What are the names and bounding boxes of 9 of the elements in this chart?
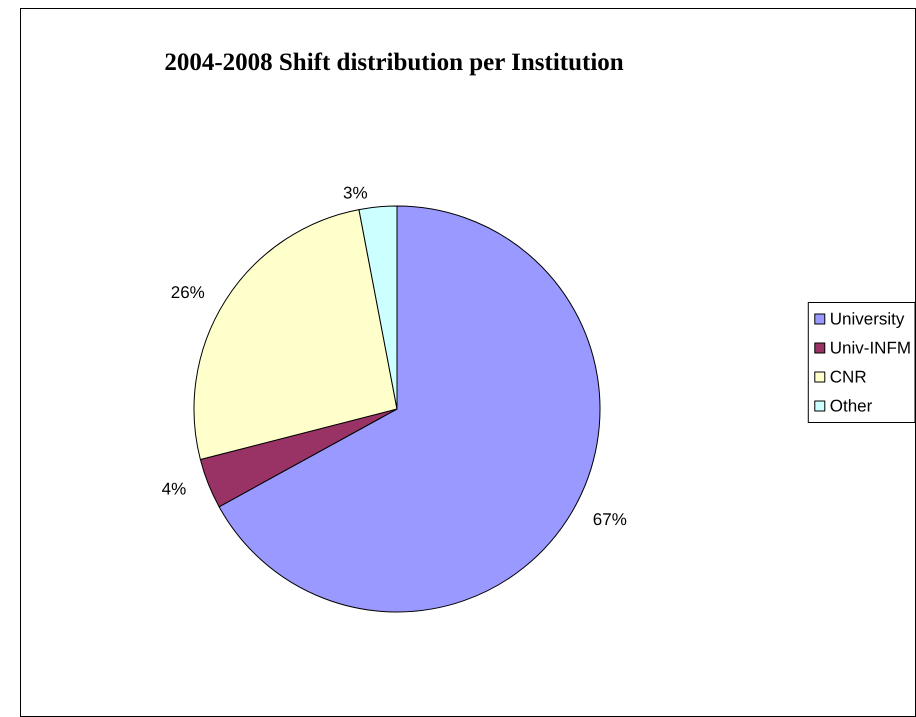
legend-label: Univ-INFM xyxy=(830,338,912,358)
legend-label: CNR xyxy=(830,368,867,386)
legend-label: Other xyxy=(830,396,873,416)
data-label: 4% xyxy=(162,479,186,498)
data-label: 3% xyxy=(343,183,368,202)
legend-label: University xyxy=(830,310,905,328)
data-label: 26% xyxy=(170,283,205,302)
data-label: 67% xyxy=(592,510,627,529)
chart-title: 2004-2008 Shift distribution per Institution xyxy=(164,49,624,76)
